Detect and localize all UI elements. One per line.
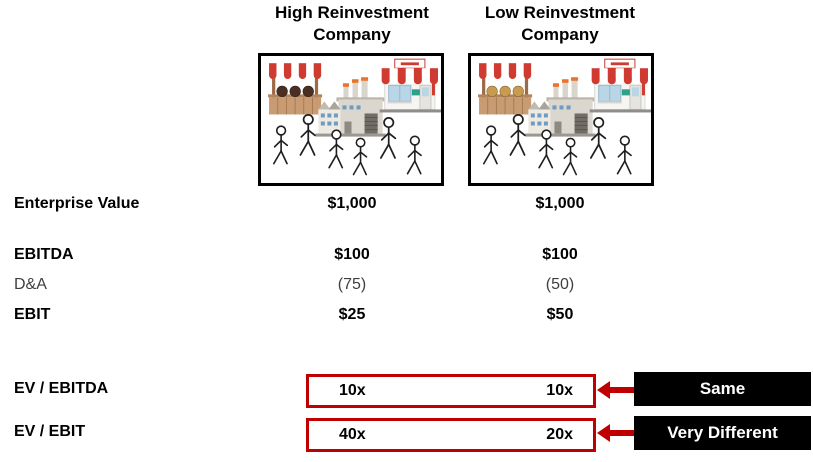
company-illustration-svg bbox=[478, 58, 651, 176]
arrow-shaft bbox=[608, 387, 635, 393]
row-label-enterprise-value: Enterprise Value bbox=[14, 195, 140, 212]
value-ev-ebit-high: 40x bbox=[339, 426, 366, 443]
value-ev-ebitda-low: 10x bbox=[546, 382, 573, 399]
company-illustration-high bbox=[258, 53, 444, 186]
arrow-shaft bbox=[608, 430, 635, 436]
row-label-ebit: EBIT bbox=[14, 306, 51, 323]
column-header-high-line2: Company bbox=[313, 25, 391, 44]
column-header-high-line1: High Reinvestment bbox=[275, 3, 429, 22]
column-header-low-line1: Low Reinvestment bbox=[484, 3, 636, 22]
value-da-high: (75) bbox=[337, 276, 367, 293]
value-enterprise-value-high: $1,000 bbox=[327, 195, 377, 212]
value-ev-ebitda-high: 10x bbox=[339, 382, 366, 399]
column-header-low: Low Reinvestment Company bbox=[452, 2, 668, 46]
arrow-head bbox=[597, 424, 610, 442]
highlight-box-ev-ebit: 40x 20x bbox=[306, 418, 596, 452]
value-da-low: (50) bbox=[545, 276, 575, 293]
storefront-icon bbox=[589, 58, 651, 113]
callout-very-different: Very Different bbox=[634, 416, 811, 450]
value-ev-ebit-low: 20x bbox=[546, 426, 573, 443]
callout-very-different-label: Very Different bbox=[667, 423, 778, 442]
company-illustration-low bbox=[468, 53, 654, 186]
row-label-ebitda: EBITDA bbox=[14, 246, 74, 263]
left-arrow-icon bbox=[597, 424, 635, 442]
storefront-icon bbox=[379, 58, 441, 113]
left-arrow-icon bbox=[597, 381, 635, 399]
factory-icon bbox=[525, 77, 596, 137]
company-illustration-svg bbox=[268, 58, 441, 176]
market-stall-icon bbox=[268, 63, 323, 115]
column-header-low-line2: Company bbox=[521, 25, 599, 44]
value-ebitda-high: $100 bbox=[334, 246, 370, 263]
row-label-da: D&A bbox=[14, 276, 47, 293]
value-ebit-high: $25 bbox=[338, 306, 366, 323]
row-label-ev-ebitda: EV / EBITDA bbox=[14, 380, 109, 397]
column-header-high: High Reinvestment Company bbox=[244, 2, 460, 46]
market-stall-icon bbox=[478, 63, 533, 115]
row-label-ev-ebit: EV / EBIT bbox=[14, 423, 86, 440]
value-ebitda-low: $100 bbox=[542, 246, 578, 263]
value-enterprise-value-low: $1,000 bbox=[535, 195, 585, 212]
highlight-box-ev-ebitda: 10x 10x bbox=[306, 374, 596, 408]
factory-icon bbox=[315, 77, 386, 137]
callout-same: Same bbox=[634, 372, 811, 406]
arrow-head bbox=[597, 381, 610, 399]
callout-same-label: Same bbox=[699, 379, 746, 398]
value-ebit-low: $50 bbox=[546, 306, 574, 323]
